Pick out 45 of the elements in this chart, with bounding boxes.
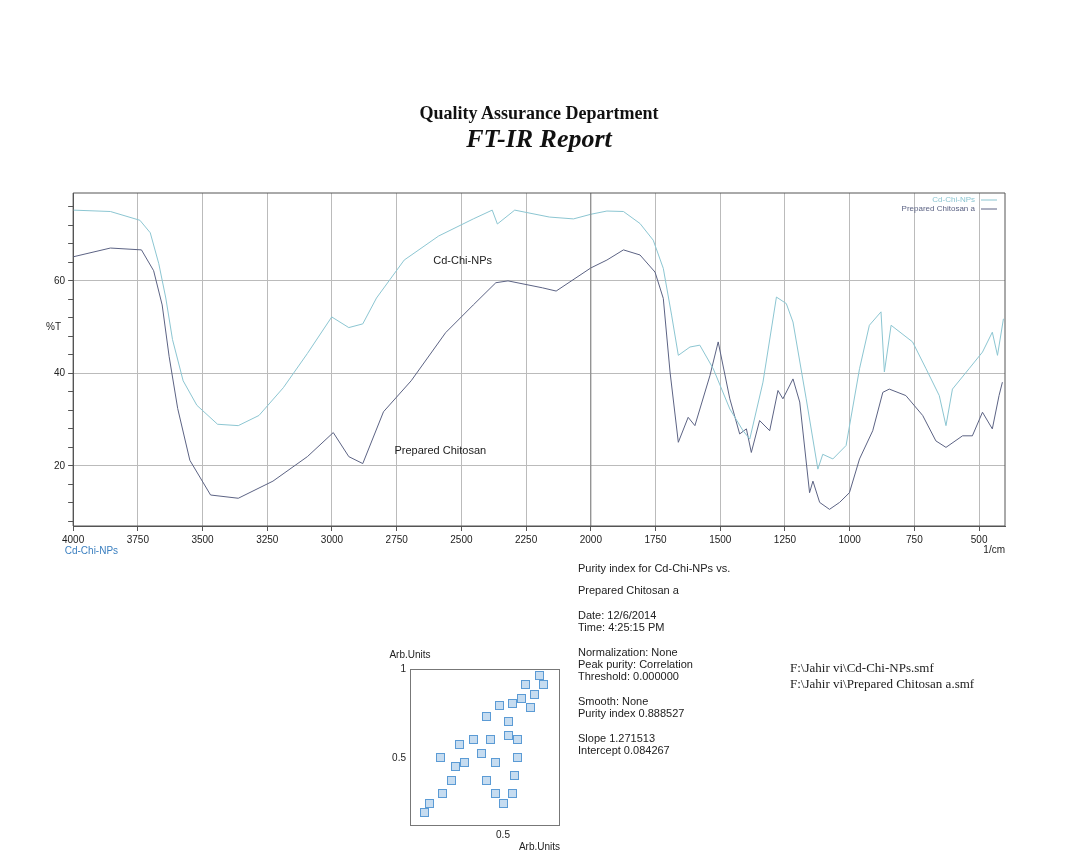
x-tick-label: 3250 bbox=[256, 533, 279, 545]
x-tick-label: 3000 bbox=[320, 533, 344, 545]
text: 1 bbox=[400, 663, 406, 674]
text: Purity index for Cd-Chi-NPs vs. bbox=[578, 562, 731, 574]
text: Slope 1.271513 bbox=[578, 732, 657, 744]
text: 0.5 bbox=[496, 829, 510, 840]
text: Normalization: None bbox=[578, 646, 679, 658]
text: 0.5 bbox=[392, 752, 406, 764]
legend-label: Prepared Chitosan a bbox=[901, 204, 976, 214]
x-tick-label: 1750 bbox=[644, 533, 668, 545]
x-tick-label: 2750 bbox=[385, 533, 409, 545]
annotation: Prepared Chitosan bbox=[394, 444, 487, 457]
text: Intercept 0.084267 bbox=[578, 744, 671, 756]
x-tick-label: 4000 bbox=[62, 533, 85, 545]
x-tick-label: 500 bbox=[970, 533, 988, 545]
chart-subtitle: FT-IR Report bbox=[465, 124, 614, 154]
x-tick-label: 3500 bbox=[191, 533, 215, 545]
x-tick-label: 1250 bbox=[773, 533, 797, 545]
x-tick-label: 1000 bbox=[838, 533, 862, 545]
text: Cd-Chi-NPs bbox=[64, 544, 119, 556]
x-tick-label: 2000 bbox=[579, 533, 603, 545]
text: Purity index 0.888527 bbox=[578, 707, 686, 719]
y-tick-label: 20 bbox=[54, 459, 66, 471]
legend-label: Cd-Chi-NPs bbox=[932, 195, 975, 205]
text: Peak purity: Correlation bbox=[578, 658, 694, 670]
text: Time: 4:25:15 PM bbox=[578, 621, 666, 633]
x-tick-label: 3750 bbox=[126, 533, 150, 545]
x-axis-title: 1/cm bbox=[983, 543, 1005, 555]
x-tick-label: 2250 bbox=[514, 533, 538, 545]
chart-title: Quality Assurance Department bbox=[418, 103, 660, 124]
text: Arb.Units bbox=[518, 841, 560, 852]
y-tick-label: 60 bbox=[54, 274, 66, 286]
text: Date: 12/6/2014 bbox=[578, 609, 658, 621]
text: Smooth: None bbox=[578, 695, 650, 707]
text: Threshold: 0.000000 bbox=[578, 670, 680, 682]
x-tick-label: 1500 bbox=[709, 533, 732, 545]
x-tick-label: 750 bbox=[906, 533, 924, 545]
y-tick-label: 40 bbox=[54, 367, 66, 379]
annotation: Cd-Chi-NPs bbox=[433, 253, 493, 266]
text: Prepared Chitosan a bbox=[578, 584, 680, 596]
x-tick-label: 2500 bbox=[450, 533, 473, 545]
text: F:\Jahir vi\Prepared Chitosan a.smf bbox=[790, 676, 975, 692]
y-axis-title: %T bbox=[46, 320, 62, 332]
text: F:\Jahir vi\Cd-Chi-NPs.smf bbox=[790, 660, 935, 676]
text: Arb.Units bbox=[389, 649, 431, 660]
